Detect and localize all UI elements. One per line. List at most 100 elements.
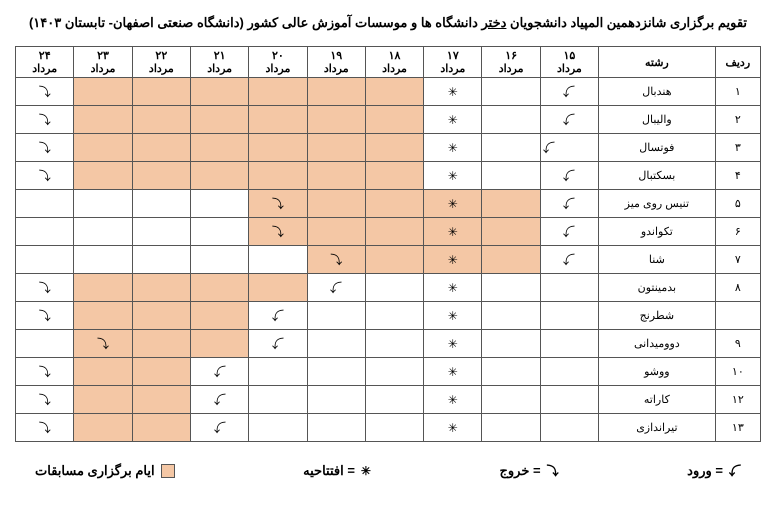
schedule-cell	[365, 358, 423, 386]
schedule-cell	[307, 330, 365, 358]
schedule-cell	[482, 190, 540, 218]
schedule-cell: ⤵	[540, 162, 598, 190]
table-row: ۶تکواندو⤵✳⤵	[16, 218, 761, 246]
table-row: ۲والیبال⤵✳⤵	[16, 106, 761, 134]
schedule-cell: ⤵	[249, 330, 307, 358]
schedule-cell	[365, 78, 423, 106]
schedule-cell	[190, 302, 248, 330]
schedule-cell	[540, 302, 598, 330]
schedule-table: ردیف رشته ۱۵مرداد ۱۶مرداد ۱۷مرداد ۱۸مردا…	[15, 46, 761, 442]
schedule-cell	[307, 134, 365, 162]
legend-opening-label: = افتتاحیه	[303, 463, 355, 479]
row-number: ۱۳	[715, 414, 760, 442]
schedule-cell	[365, 386, 423, 414]
row-number: ۲	[715, 106, 760, 134]
table-body: ۱هندبال⤵✳⤵۲والیبال⤵✳⤵۳فوتسال⤵✳⤵۴بسکتبال⤵…	[16, 78, 761, 442]
schedule-cell	[365, 190, 423, 218]
sport-name: هندبال	[599, 78, 716, 106]
schedule-cell: ⤵	[307, 246, 365, 274]
schedule-cell: ⤵	[307, 274, 365, 302]
schedule-cell	[74, 162, 132, 190]
schedule-cell	[482, 134, 540, 162]
legend: ⤵ = ورود ⤵ = خروج ✳ = افتتاحیه ایام برگز…	[15, 462, 761, 479]
table-row: ۱۳تیراندازی✳⤵⤵	[16, 414, 761, 442]
schedule-cell	[74, 190, 132, 218]
schedule-cell	[132, 134, 190, 162]
schedule-cell	[132, 106, 190, 134]
header-day-21: ۲۱مرداد	[190, 47, 248, 78]
schedule-cell: ✳	[424, 190, 482, 218]
schedule-cell	[190, 274, 248, 302]
schedule-cell	[132, 218, 190, 246]
schedule-cell	[249, 78, 307, 106]
table-row: ۱۰ووشو✳⤵⤵	[16, 358, 761, 386]
row-number	[715, 302, 760, 330]
header-row: ردیف رشته ۱۵مرداد ۱۶مرداد ۱۷مرداد ۱۸مردا…	[16, 47, 761, 78]
schedule-cell: ⤵	[540, 190, 598, 218]
table-row: ۱هندبال⤵✳⤵	[16, 78, 761, 106]
schedule-cell	[132, 414, 190, 442]
schedule-cell	[190, 218, 248, 246]
schedule-cell: ⤵	[540, 78, 598, 106]
schedule-cell	[482, 78, 540, 106]
table-row: ۱۲کاراته✳⤵⤵	[16, 386, 761, 414]
row-number: ۸	[715, 274, 760, 302]
schedule-cell	[132, 302, 190, 330]
schedule-cell: ⤵	[540, 106, 598, 134]
schedule-cell	[249, 414, 307, 442]
schedule-cell: ⤵	[540, 134, 598, 162]
table-row: ۴بسکتبال⤵✳⤵	[16, 162, 761, 190]
schedule-cell: ✳	[424, 330, 482, 358]
schedule-cell	[74, 106, 132, 134]
row-number: ۹	[715, 330, 760, 358]
schedule-cell	[307, 106, 365, 134]
header-day-18: ۱۸مرداد	[365, 47, 423, 78]
schedule-cell: ⤵	[249, 302, 307, 330]
table-row: شطرنج✳⤵⤵	[16, 302, 761, 330]
title-suffix: دانشگاه ها و موسسات آموزش عالی کشور (دان…	[29, 15, 482, 30]
schedule-cell: ⤵	[190, 358, 248, 386]
schedule-cell	[74, 246, 132, 274]
schedule-cell	[249, 162, 307, 190]
schedule-cell	[74, 134, 132, 162]
schedule-cell: ⤵	[540, 218, 598, 246]
schedule-cell	[132, 330, 190, 358]
sport-name: ووشو	[599, 358, 716, 386]
schedule-cell: ⤵	[74, 330, 132, 358]
schedule-cell	[249, 246, 307, 274]
schedule-cell	[540, 414, 598, 442]
schedule-cell	[482, 330, 540, 358]
header-day-20: ۲۰مرداد	[249, 47, 307, 78]
header-sport: رشته	[599, 47, 716, 78]
row-number: ۱	[715, 78, 760, 106]
schedule-cell: ⤵	[16, 414, 74, 442]
schedule-cell	[307, 414, 365, 442]
schedule-cell	[16, 330, 74, 358]
sport-name: بدمینتون	[599, 274, 716, 302]
schedule-cell	[16, 218, 74, 246]
schedule-cell	[482, 162, 540, 190]
schedule-cell	[365, 274, 423, 302]
schedule-cell	[249, 358, 307, 386]
legend-opening: ✳ = افتتاحیه	[303, 463, 371, 479]
table-row: ۷شنا⤵✳⤵	[16, 246, 761, 274]
row-number: ۱۰	[715, 358, 760, 386]
page-title: تقویم برگزاری شانزدهمین المپیاد دانشجویا…	[15, 15, 761, 31]
schedule-cell	[190, 162, 248, 190]
header-day-23: ۲۳مرداد	[74, 47, 132, 78]
schedule-cell	[16, 246, 74, 274]
sport-name: والیبال	[599, 106, 716, 134]
schedule-cell	[74, 358, 132, 386]
schedule-cell	[190, 106, 248, 134]
schedule-cell	[74, 386, 132, 414]
legend-competition: ایام برگزاری مسابقات	[35, 463, 175, 479]
schedule-cell	[540, 358, 598, 386]
row-number: ۴	[715, 162, 760, 190]
row-number: ۵	[715, 190, 760, 218]
table-row: ۵تنیس روی میز⤵✳⤵	[16, 190, 761, 218]
schedule-cell: ✳	[424, 134, 482, 162]
sport-name: شنا	[599, 246, 716, 274]
schedule-cell	[249, 274, 307, 302]
schedule-cell	[132, 386, 190, 414]
sport-name: شطرنج	[599, 302, 716, 330]
